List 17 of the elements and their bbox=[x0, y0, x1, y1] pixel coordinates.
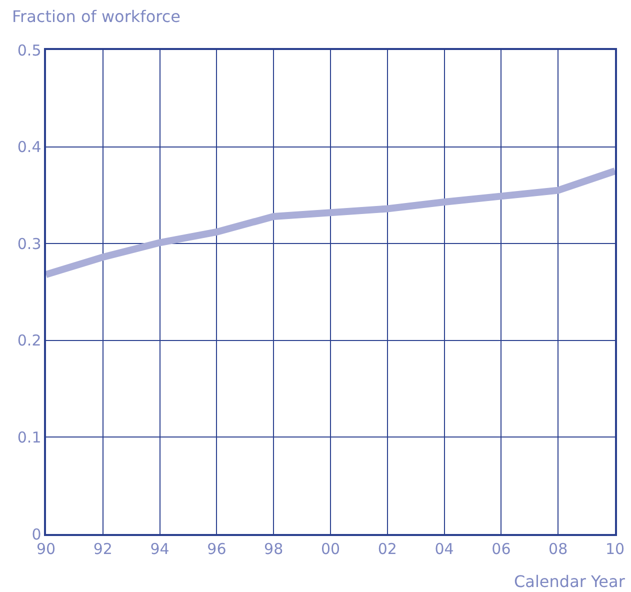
x-tick-label: 10 bbox=[605, 540, 625, 558]
y-axis-title: Fraction of workforce bbox=[12, 7, 180, 26]
x-axis-title: Calendar Year bbox=[514, 572, 626, 591]
x-tick-label: 08 bbox=[548, 540, 568, 558]
y-tick-label: 0.1 bbox=[17, 428, 42, 446]
x-tick-label: 98 bbox=[264, 540, 284, 558]
x-tick-label: 92 bbox=[93, 540, 112, 558]
x-tick-label: 06 bbox=[492, 540, 511, 558]
x-tick-label: 02 bbox=[378, 540, 397, 558]
x-tick-label: 96 bbox=[207, 540, 226, 558]
y-tick-label: 0.5 bbox=[17, 41, 42, 60]
x-tick-label: 94 bbox=[150, 540, 170, 558]
y-tick-label: 0.3 bbox=[17, 234, 42, 253]
y-tick-label: 0.4 bbox=[17, 138, 42, 156]
x-tick-label: 04 bbox=[434, 540, 454, 558]
x-tick-label: 00 bbox=[320, 540, 340, 558]
y-tick-label: 0.2 bbox=[17, 332, 42, 350]
